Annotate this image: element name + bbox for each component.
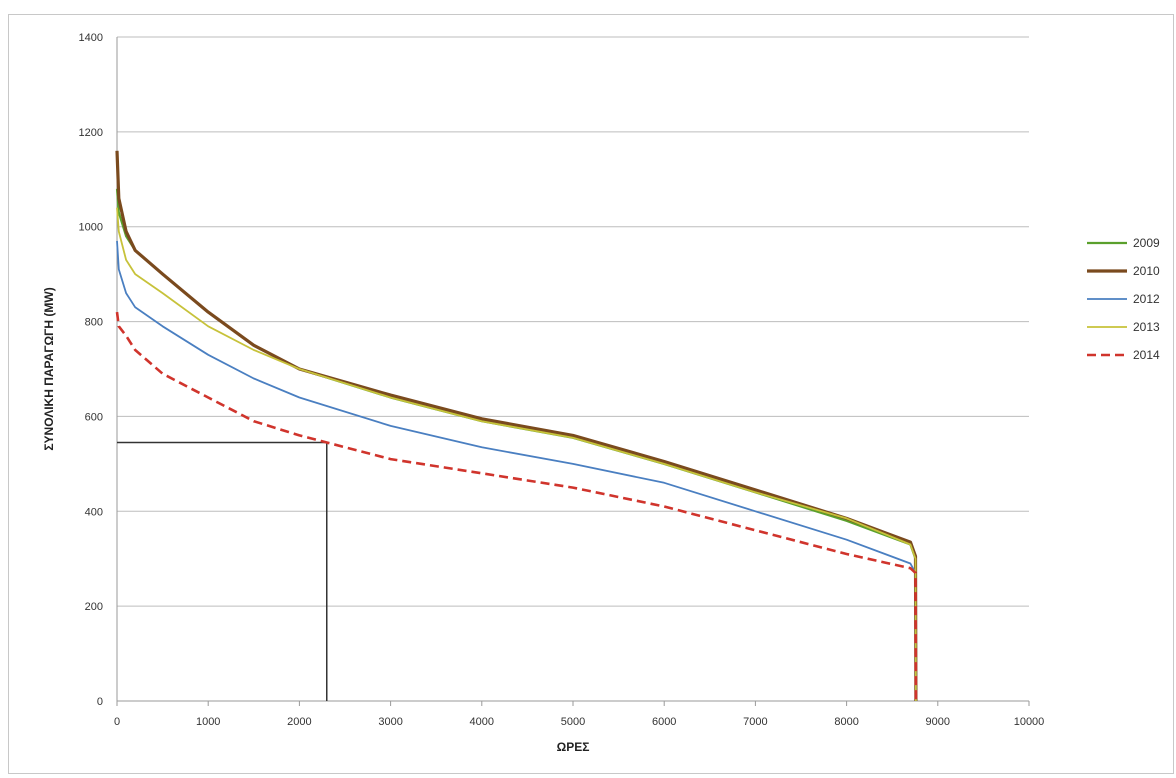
x-tick-label-0: 0 (114, 716, 120, 728)
chart-frame: 0 200 400 600 800 1000 1200 1400 0 1000 2000 3000 40… (8, 14, 1174, 774)
reference-lines (117, 441, 328, 701)
y-tick-label-1400: 1400 (79, 32, 103, 44)
x-tick-label-4000: 4000 (470, 716, 494, 728)
x-tick-label-9000: 9000 (926, 716, 950, 728)
series-line-2013 (116, 207, 917, 702)
y-tick-label-600: 600 (85, 411, 103, 423)
x-tick-label-8000: 8000 (834, 716, 858, 728)
y-tick-label-1200: 1200 (79, 127, 103, 139)
series-line-2009 (115, 188, 918, 702)
y-tick-label-0: 0 (97, 696, 103, 708)
legend-label-2012: 2012 (1133, 292, 1160, 306)
axis-layer: 0 200 400 600 800 1000 1200 1400 0 1000 2000 3000 40… (79, 32, 1045, 728)
legend-label-2014: 2014 (1133, 348, 1160, 362)
y-tick-label-800: 800 (85, 317, 103, 329)
series-line-2010 (115, 150, 918, 702)
series-layer (115, 150, 918, 702)
chart-canvas: 0 200 400 600 800 1000 1200 1400 0 1000 2000 3000 40… (42, 32, 1160, 754)
legend-label-2013: 2013 (1133, 320, 1160, 334)
series-line-2014 (115, 311, 918, 702)
legend: 2009 2010 2012 2013 2014 (1087, 236, 1160, 362)
x-tick-label-10000: 10000 (1014, 716, 1045, 728)
legend-label-2009: 2009 (1133, 236, 1160, 250)
x-tick-label-5000: 5000 (561, 716, 585, 728)
grid-layer (117, 36, 1029, 702)
y-tick-label-1000: 1000 (79, 222, 103, 234)
x-tick-label-7000: 7000 (743, 716, 767, 728)
series-line-2012 (116, 240, 917, 702)
x-tick-label-6000: 6000 (652, 716, 676, 728)
y-tick-label-400: 400 (85, 506, 103, 518)
x-tick-label-3000: 3000 (378, 716, 402, 728)
legend-label-2010: 2010 (1133, 264, 1160, 278)
x-tick-label-2000: 2000 (287, 716, 311, 728)
x-axis-title: ΩΡΕΣ (557, 740, 590, 754)
x-tick-label-1000: 1000 (196, 716, 220, 728)
y-axis-title: ΣΥΝΟΛΙΚΗ ΠΑΡΑΓΩΓΗ (MW) (42, 287, 56, 450)
y-tick-label-200: 200 (85, 601, 103, 613)
